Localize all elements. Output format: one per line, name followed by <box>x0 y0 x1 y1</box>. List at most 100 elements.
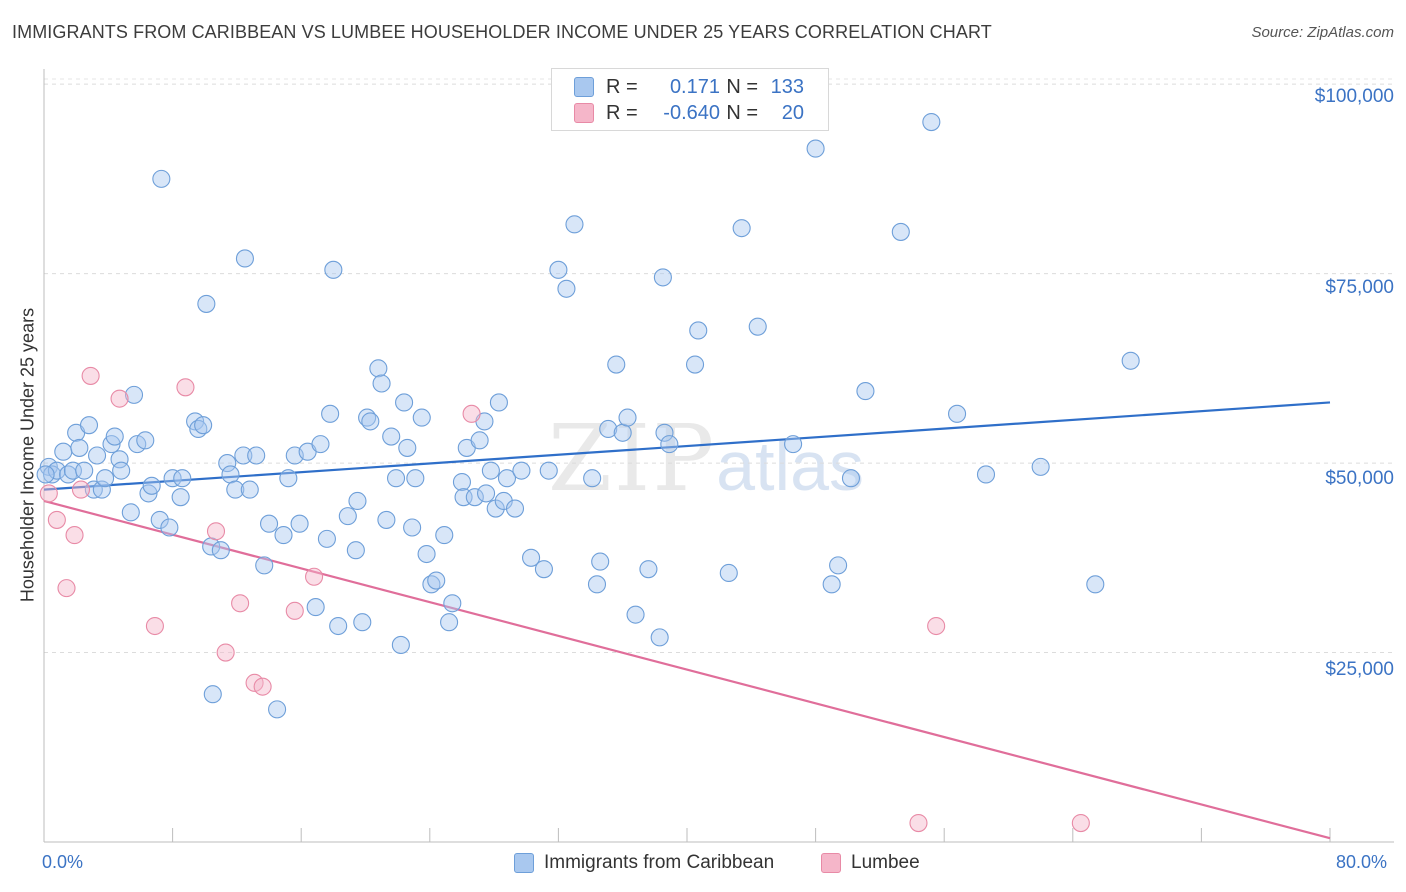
point-caribbean <box>557 279 576 298</box>
legend-swatch-caribbean <box>514 853 534 873</box>
point-caribbean <box>403 518 422 537</box>
point-caribbean <box>481 461 500 480</box>
point-caribbean <box>748 317 767 336</box>
point-caribbean <box>372 374 391 393</box>
point-caribbean <box>321 404 340 423</box>
point-caribbean <box>689 321 708 340</box>
point-caribbean <box>406 469 425 488</box>
point-caribbean <box>218 454 237 473</box>
grid <box>44 78 1394 654</box>
r-label: R = <box>606 75 638 98</box>
point-caribbean <box>211 541 230 560</box>
point-caribbean <box>477 484 496 503</box>
point-caribbean <box>440 613 459 632</box>
point-caribbean <box>607 355 626 374</box>
point-caribbean <box>626 605 645 624</box>
point-caribbean <box>197 294 216 313</box>
point-lumbee <box>65 526 84 545</box>
point-caribbean <box>1121 351 1140 370</box>
x-tick-label-max: 80.0% <box>1336 852 1388 872</box>
point-caribbean <box>841 469 861 488</box>
point-caribbean <box>235 249 254 268</box>
point-caribbean <box>443 594 462 613</box>
point-caribbean <box>124 385 144 404</box>
point-caribbean <box>512 461 531 480</box>
trend-lines <box>43 401 1331 840</box>
point-caribbean <box>203 685 222 704</box>
n-value: 20 <box>781 101 804 124</box>
point-caribbean <box>382 427 401 446</box>
point-caribbean <box>976 465 996 484</box>
legend-swatch-lumbee <box>821 853 841 873</box>
point-caribbean <box>391 635 410 655</box>
point-caribbean <box>234 446 253 465</box>
point-caribbean <box>539 461 558 480</box>
point-caribbean <box>329 616 348 636</box>
point-caribbean <box>398 438 417 457</box>
point-caribbean <box>163 469 182 488</box>
point-caribbean <box>587 575 607 594</box>
r-value: -0.640 <box>663 101 720 124</box>
point-caribbean <box>1086 575 1105 594</box>
point-caribbean <box>317 529 336 548</box>
point-caribbean <box>922 112 941 132</box>
point-caribbean <box>259 514 279 533</box>
n-value: 133 <box>770 75 804 98</box>
point-caribbean <box>194 416 213 435</box>
point-caribbean <box>856 382 875 401</box>
point-caribbean <box>452 472 472 492</box>
point-caribbean <box>948 404 967 423</box>
point-lumbee <box>57 579 76 598</box>
point-caribbean <box>719 563 738 583</box>
y-tick-label-25000: $25,000 <box>1325 659 1394 680</box>
legend-label-lumbee: Lumbee <box>851 852 920 873</box>
point-caribbean <box>369 359 388 378</box>
point-caribbean <box>240 480 259 499</box>
point-caribbean <box>311 435 330 454</box>
point-caribbean <box>806 139 825 158</box>
point-caribbean <box>618 408 637 427</box>
point-caribbean <box>505 499 525 518</box>
point-caribbean <box>105 427 124 446</box>
legend-item-caribbean: Immigrants from Caribbean <box>514 852 774 874</box>
axes <box>43 69 1394 843</box>
point-caribbean <box>171 488 190 507</box>
chart-source: Source: ZipAtlas.com <box>1251 24 1394 41</box>
point-caribbean <box>599 419 618 439</box>
y-tick-label-75000: $75,000 <box>1325 277 1394 298</box>
point-caribbean <box>417 544 436 564</box>
point-caribbean <box>386 469 406 488</box>
point-caribbean <box>639 560 658 579</box>
point-caribbean <box>522 548 541 567</box>
point-caribbean <box>142 476 161 495</box>
point-caribbean <box>47 461 66 480</box>
point-caribbean <box>152 169 171 188</box>
point-caribbean <box>121 503 140 522</box>
point-lumbee <box>39 484 58 503</box>
legend-swatch-caribbean <box>574 77 594 97</box>
point-caribbean <box>377 510 396 529</box>
point-caribbean <box>583 469 602 488</box>
point-caribbean <box>470 431 489 450</box>
point-caribbean <box>268 700 287 719</box>
point-caribbean <box>338 507 357 526</box>
point-caribbean <box>822 575 841 594</box>
point-lumbee <box>206 522 226 541</box>
point-lumbee <box>47 510 66 529</box>
legend-item-lumbee: Lumbee <box>821 852 920 874</box>
point-lumbee <box>216 643 235 662</box>
point-caribbean <box>110 450 129 469</box>
correlation-legend: R = 0.171 N = 133 R = -0.640 N = 20 <box>551 68 829 131</box>
point-caribbean <box>274 526 293 545</box>
data-points <box>36 112 1140 833</box>
point-caribbean <box>36 465 55 484</box>
legend-swatch-lumbee <box>574 103 594 123</box>
point-caribbean <box>549 260 568 279</box>
point-caribbean <box>306 598 325 617</box>
point-caribbean <box>324 260 343 279</box>
point-lumbee <box>81 366 100 385</box>
point-caribbean <box>150 510 169 529</box>
watermark-zip: ZIP <box>548 405 717 512</box>
point-caribbean <box>79 416 99 435</box>
